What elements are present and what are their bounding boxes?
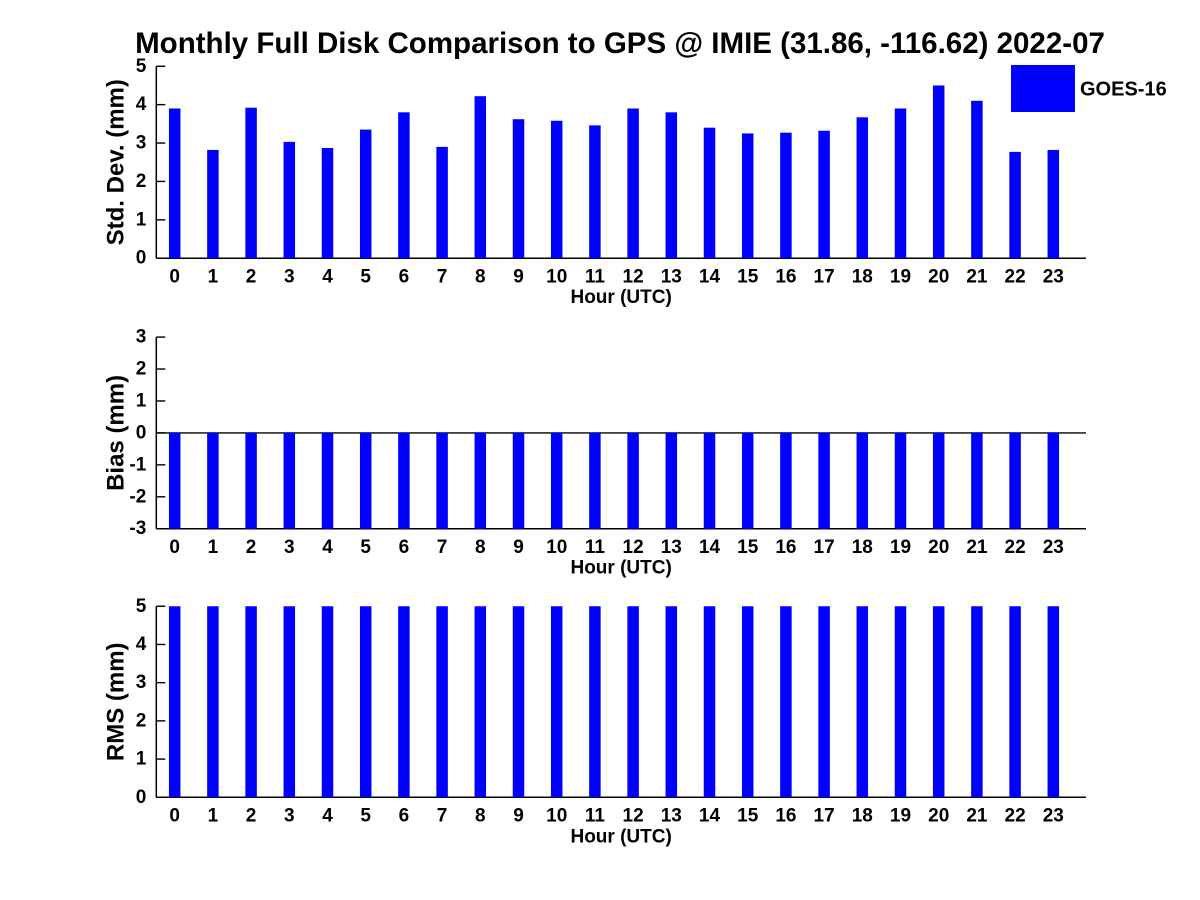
svg-text:1: 1 (136, 749, 147, 770)
svg-text:14: 14 (699, 537, 721, 558)
svg-text:19: 19 (890, 537, 911, 558)
svg-text:Hour (UTC): Hour (UTC) (570, 558, 671, 579)
svg-text:7: 7 (437, 806, 448, 827)
svg-text:-2: -2 (129, 486, 146, 507)
svg-text:11: 11 (585, 537, 606, 558)
svg-text:17: 17 (814, 806, 835, 827)
svg-text:15: 15 (737, 267, 759, 288)
svg-text:5: 5 (136, 56, 147, 77)
svg-text:15: 15 (737, 537, 759, 558)
svg-text:21: 21 (966, 806, 988, 827)
svg-text:23: 23 (1043, 806, 1064, 827)
svg-text:13: 13 (661, 537, 682, 558)
svg-text:17: 17 (814, 267, 835, 288)
svg-text:18: 18 (852, 267, 873, 288)
svg-text:11: 11 (585, 267, 606, 288)
svg-text:4: 4 (322, 537, 333, 558)
svg-text:7: 7 (437, 267, 448, 288)
svg-text:Hour (UTC): Hour (UTC) (570, 826, 671, 847)
svg-text:1: 1 (208, 806, 219, 827)
svg-text:1: 1 (208, 537, 219, 558)
svg-text:9: 9 (513, 537, 524, 558)
svg-text:6: 6 (399, 537, 410, 558)
svg-text:15: 15 (737, 806, 759, 827)
svg-text:GOES-16: GOES-16 (1080, 79, 1167, 101)
svg-text:-3: -3 (129, 518, 146, 539)
svg-text:16: 16 (775, 537, 796, 558)
svg-text:5: 5 (136, 596, 147, 617)
svg-text:10: 10 (546, 537, 567, 558)
svg-text:5: 5 (360, 267, 371, 288)
svg-text:20: 20 (928, 537, 949, 558)
svg-text:0: 0 (136, 248, 147, 269)
svg-text:13: 13 (661, 267, 682, 288)
svg-text:12: 12 (623, 537, 644, 558)
svg-text:6: 6 (399, 267, 410, 288)
svg-text:1: 1 (136, 390, 147, 411)
svg-text:0: 0 (136, 787, 147, 808)
svg-text:3: 3 (136, 327, 147, 348)
svg-text:3: 3 (284, 267, 295, 288)
svg-text:8: 8 (475, 806, 486, 827)
svg-text:20: 20 (928, 267, 949, 288)
svg-text:5: 5 (360, 806, 371, 827)
svg-text:22: 22 (1005, 537, 1026, 558)
svg-text:10: 10 (546, 267, 567, 288)
svg-text:0: 0 (169, 806, 180, 827)
svg-text:8: 8 (475, 267, 486, 288)
svg-text:Bias (mm): Bias (mm) (103, 375, 130, 491)
svg-text:21: 21 (966, 267, 988, 288)
svg-text:4: 4 (136, 94, 147, 115)
svg-text:10: 10 (546, 806, 567, 827)
svg-text:2: 2 (136, 710, 147, 731)
svg-text:16: 16 (775, 806, 796, 827)
svg-text:12: 12 (623, 267, 644, 288)
svg-text:1: 1 (136, 209, 147, 230)
svg-text:9: 9 (513, 806, 524, 827)
svg-text:6: 6 (399, 806, 410, 827)
svg-text:4: 4 (136, 634, 147, 655)
svg-text:16: 16 (775, 267, 796, 288)
svg-text:5: 5 (360, 537, 371, 558)
svg-text:14: 14 (699, 267, 721, 288)
svg-text:RMS (mm): RMS (mm) (103, 642, 130, 761)
svg-text:0: 0 (169, 537, 180, 558)
svg-text:8: 8 (475, 537, 486, 558)
svg-text:Hour (UTC): Hour (UTC) (570, 287, 671, 308)
svg-text:20: 20 (928, 806, 949, 827)
svg-text:Std. Dev. (mm): Std. Dev. (mm) (103, 79, 130, 245)
svg-text:4: 4 (322, 267, 333, 288)
svg-text:22: 22 (1005, 267, 1026, 288)
svg-text:3: 3 (136, 133, 147, 154)
svg-text:21: 21 (966, 537, 988, 558)
svg-text:19: 19 (890, 267, 911, 288)
svg-text:7: 7 (437, 537, 448, 558)
svg-text:2: 2 (246, 267, 257, 288)
svg-text:12: 12 (623, 806, 644, 827)
svg-text:2: 2 (246, 806, 257, 827)
svg-text:23: 23 (1043, 537, 1064, 558)
svg-text:0: 0 (169, 267, 180, 288)
svg-text:2: 2 (246, 537, 257, 558)
svg-text:3: 3 (136, 672, 147, 693)
svg-text:19: 19 (890, 806, 911, 827)
svg-text:3: 3 (284, 806, 295, 827)
svg-text:2: 2 (136, 171, 147, 192)
svg-text:23: 23 (1043, 267, 1064, 288)
svg-text:11: 11 (585, 806, 606, 827)
svg-text:18: 18 (852, 537, 873, 558)
svg-text:22: 22 (1005, 806, 1026, 827)
svg-text:4: 4 (322, 806, 333, 827)
svg-text:18: 18 (852, 806, 873, 827)
svg-text:9: 9 (513, 267, 524, 288)
svg-text:Monthly Full Disk Comparison t: Monthly Full Disk Comparison to GPS @ IM… (135, 27, 1105, 60)
svg-text:0: 0 (136, 422, 147, 443)
svg-text:3: 3 (284, 537, 295, 558)
svg-text:17: 17 (814, 537, 835, 558)
svg-text:13: 13 (661, 806, 682, 827)
svg-text:1: 1 (208, 267, 219, 288)
svg-text:14: 14 (699, 806, 721, 827)
svg-text:-1: -1 (129, 454, 146, 475)
svg-text:2: 2 (136, 359, 147, 380)
